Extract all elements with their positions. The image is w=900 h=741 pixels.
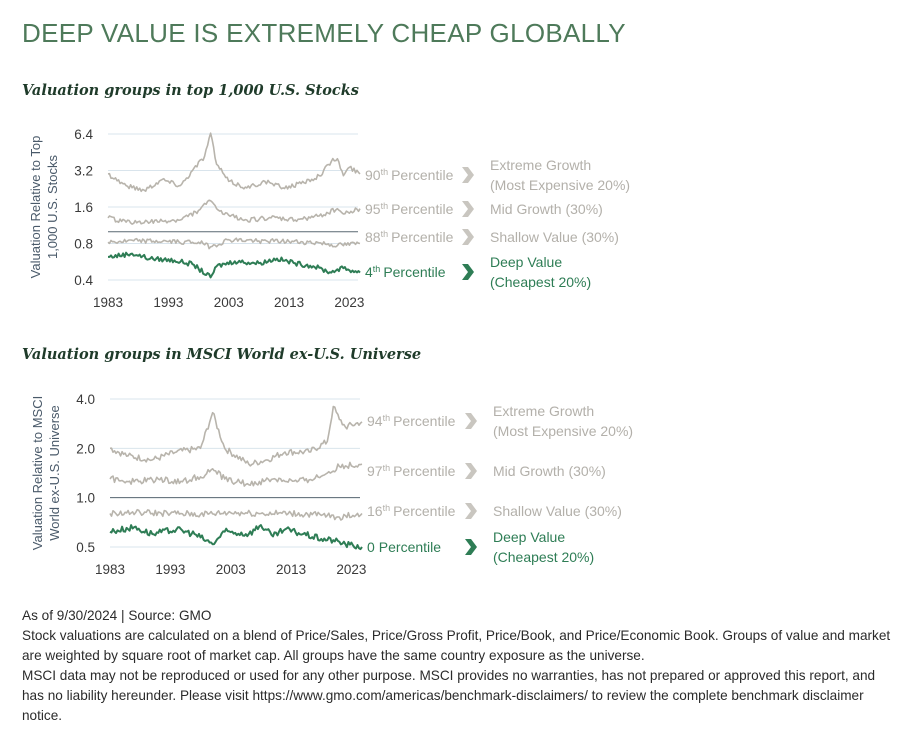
chart-2-y-tick-label: 1.0: [76, 491, 95, 506]
chart-2-x-tick-label: 2013: [276, 562, 306, 577]
chart-2-group-label: Shallow Value (30%): [493, 503, 622, 519]
chart-2-percentile-suffix: th: [383, 413, 391, 423]
chart-2-percentile-number: 16: [367, 503, 383, 519]
chart-1-percentile-number: 90: [365, 167, 381, 183]
chart-1-y-tick-label: 3.2: [74, 164, 93, 179]
chart-1-chevron-icon: [462, 229, 474, 245]
chart-1-group-label: (Cheapest 20%): [490, 274, 591, 290]
chart-1-chevron-icon: [462, 264, 474, 280]
chart-2-y-axis-title: Valuation Relative to MSCI World ex-U.S. …: [30, 396, 62, 550]
chart-1-series-line: [107, 199, 361, 225]
chart-2-chevron-icon: [465, 539, 477, 555]
page-title: DEEP VALUE IS EXTREMELY CHEAP GLOBALLY: [22, 18, 626, 48]
chart-2-series-line: [109, 508, 363, 521]
chart-1-percentile-label: 90th Percentile: [365, 167, 454, 183]
chart-1-percentile-word: Percentile: [391, 167, 453, 183]
us-valuation-chart: Valuation Relative to Top 1,000 U.S. Stoc…: [28, 127, 630, 310]
chart-1-percentile-label: 95th Percentile: [365, 201, 454, 217]
chart-2-percentile-word: Percentile: [393, 463, 455, 479]
chart-1-percentile-suffix: th: [381, 229, 389, 239]
msci-world-ex-us-valuation-chart: Valuation Relative to MSCI World ex-U.S. …: [30, 392, 633, 577]
chart-1-percentile-number: 88: [365, 229, 381, 245]
chart-2-y-tick-label: 4.0: [76, 392, 95, 407]
chart-2-series-line: [109, 405, 363, 467]
chart-1-group-label: Mid Growth (30%): [490, 201, 603, 217]
chart-1-x-tick-label: 1993: [153, 295, 183, 310]
chart-1-series-line: [107, 237, 361, 250]
chart-1-x-tick-label: 2023: [334, 295, 364, 310]
chart-1-percentile-word: Percentile: [383, 264, 445, 280]
chart-1-y-tick-label: 6.4: [74, 127, 93, 142]
chart-2-percentile-word: Percentile: [379, 539, 441, 555]
chart-1-y-tick-label: 0.8: [74, 237, 93, 252]
chart-1-percentile-number: 4: [365, 264, 373, 280]
chart-1-percentile-label: 88th Percentile: [365, 229, 454, 245]
chart-1-group-label: Shallow Value (30%): [490, 229, 619, 245]
chart-2-group-label: (Most Expensive 20%): [493, 423, 633, 439]
chart-2-percentile-number: 0: [367, 539, 375, 555]
chart-2-percentile-suffix: th: [383, 463, 391, 473]
chart-2-group-label: (Cheapest 20%): [493, 549, 594, 565]
chart-1-y-axis-title-line: 1,000 U.S. Stocks: [45, 154, 60, 259]
chart-2-chevron-icon: [465, 463, 477, 479]
chart-1-x-tick-label: 2003: [214, 295, 244, 310]
chart-2-series-line: [109, 524, 363, 551]
methodology-note: Stock valuations are calculated on a ble…: [22, 628, 891, 663]
chart-2-title: Valuation groups in MSCI World ex-U.S. U…: [22, 346, 422, 363]
chart-2-chevron-icon: [465, 413, 477, 429]
chart-2-percentile-number: 97: [367, 463, 383, 479]
chart-1-y-tick-label: 0.4: [74, 273, 93, 288]
chart-2-percentile-label: 94th Percentile: [367, 413, 456, 429]
chart-2-group-label: Extreme Growth: [493, 403, 594, 419]
chart-2-y-axis-title-line: World ex-U.S. Universe: [47, 405, 62, 541]
chart-1-series-line: [107, 132, 361, 193]
chart-2-percentile-label: 16th Percentile: [367, 503, 456, 519]
chart-1-y-axis-title: Valuation Relative to Top 1,000 U.S. Stoc…: [28, 136, 60, 279]
chart-1-percentile-suffix: th: [381, 167, 389, 177]
chart-2-x-tick-label: 1993: [155, 562, 185, 577]
chart-2-percentile-word: Percentile: [393, 413, 455, 429]
chart-1-x-tick-label: 1983: [93, 295, 123, 310]
chart-1-title: Valuation groups in top 1,000 U.S. Stock…: [22, 82, 359, 99]
chart-1-group-label: Deep Value: [490, 254, 562, 270]
chart-1-chevron-icon: [462, 167, 474, 183]
chart-2-percentile-label: 97th Percentile: [367, 463, 456, 479]
chart-1-series-line: [108, 251, 361, 279]
chart-1-x-tick-label: 2013: [274, 295, 304, 310]
chart-1-y-tick-label: 1.6: [74, 200, 93, 215]
chart-2-percentile-number: 94: [367, 413, 383, 429]
chart-2-group-label: Deep Value: [493, 529, 565, 545]
chart-2-chevron-icon: [465, 503, 477, 519]
msci-disclaimer: MSCI data may not be reproduced or used …: [22, 668, 876, 723]
chart-2-x-tick-label: 2003: [216, 562, 246, 577]
chart-2-y-tick-label: 0.5: [76, 540, 95, 555]
chart-2-y-axis-title-line: Valuation Relative to MSCI: [30, 396, 45, 550]
chart-1-percentile-number: 95: [365, 201, 381, 217]
chart-2-y-tick-label: 2.0: [76, 441, 95, 456]
as-of-source: As of 9/30/2024 | Source: GMO: [22, 608, 212, 623]
chart-1-percentile-suffix: th: [381, 201, 389, 211]
chart-2-percentile-word: Percentile: [393, 503, 455, 519]
chart-1-percentile-suffix: th: [373, 264, 381, 274]
chart-1-group-label: (Most Expensive 20%): [490, 177, 630, 193]
chart-1-percentile-label: 4th Percentile: [365, 264, 446, 280]
chart-2-series-line: [109, 461, 363, 487]
footnotes: As of 9/30/2024 | Source: GMO Stock valu…: [22, 606, 892, 726]
chart-2-group-label: Mid Growth (30%): [493, 463, 606, 479]
chart-1-chevron-icon: [462, 201, 474, 217]
chart-1-y-axis-title-line: Valuation Relative to Top: [28, 136, 43, 279]
chart-2-x-tick-label: 1983: [95, 562, 125, 577]
chart-2-percentile-suffix: th: [383, 503, 391, 513]
chart-1-percentile-word: Percentile: [391, 229, 453, 245]
chart-2-x-tick-label: 2023: [336, 562, 366, 577]
chart-1-percentile-word: Percentile: [391, 201, 453, 217]
chart-2-percentile-label: 0 Percentile: [367, 539, 441, 555]
chart-1-group-label: Extreme Growth: [490, 157, 591, 173]
